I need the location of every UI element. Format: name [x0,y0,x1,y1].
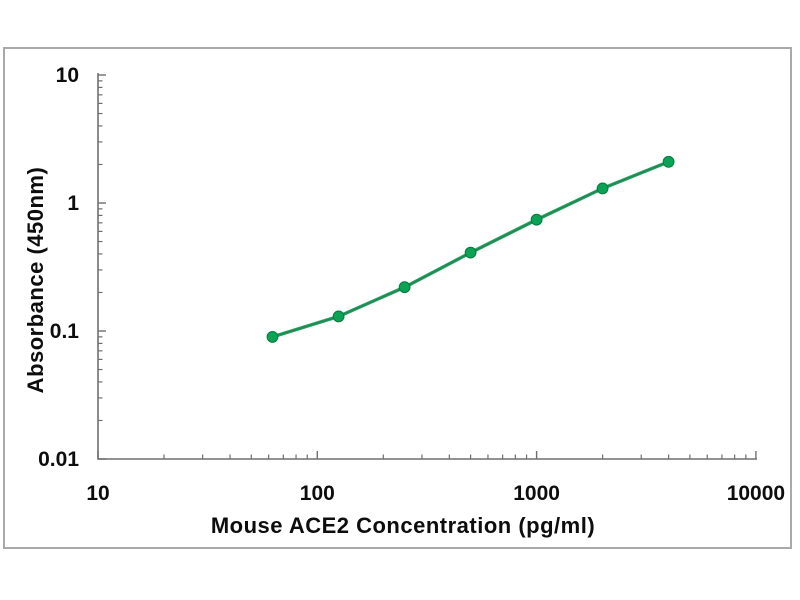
data-point [596,182,609,195]
data-point [266,331,279,343]
y-tick-label: 1 [67,192,79,215]
y-tick-label: 0.01 [38,448,79,471]
y-tick-label: 0.1 [50,320,80,343]
axis-ticks: 10 100 1000 10000 0.01 0.1 1 10 [38,64,785,505]
x-tick-label: 1000 [513,482,560,505]
data-point [662,155,675,168]
y-axis-title: Absorbance (450nm) [23,167,48,394]
axes [97,73,757,460]
figure-border [3,47,792,549]
y-tick-label: 10 [56,64,79,87]
data-point [332,310,345,323]
data-series [266,155,675,343]
data-point [530,213,543,226]
x-tick-label: 10 [86,482,109,505]
data-point [464,246,477,259]
data-point [398,281,411,294]
x-tick-label: 100 [300,482,335,505]
x-axis-title: Mouse ACE2 Concentration (pg/ml) [211,513,595,538]
x-tick-label: 10000 [727,482,785,505]
